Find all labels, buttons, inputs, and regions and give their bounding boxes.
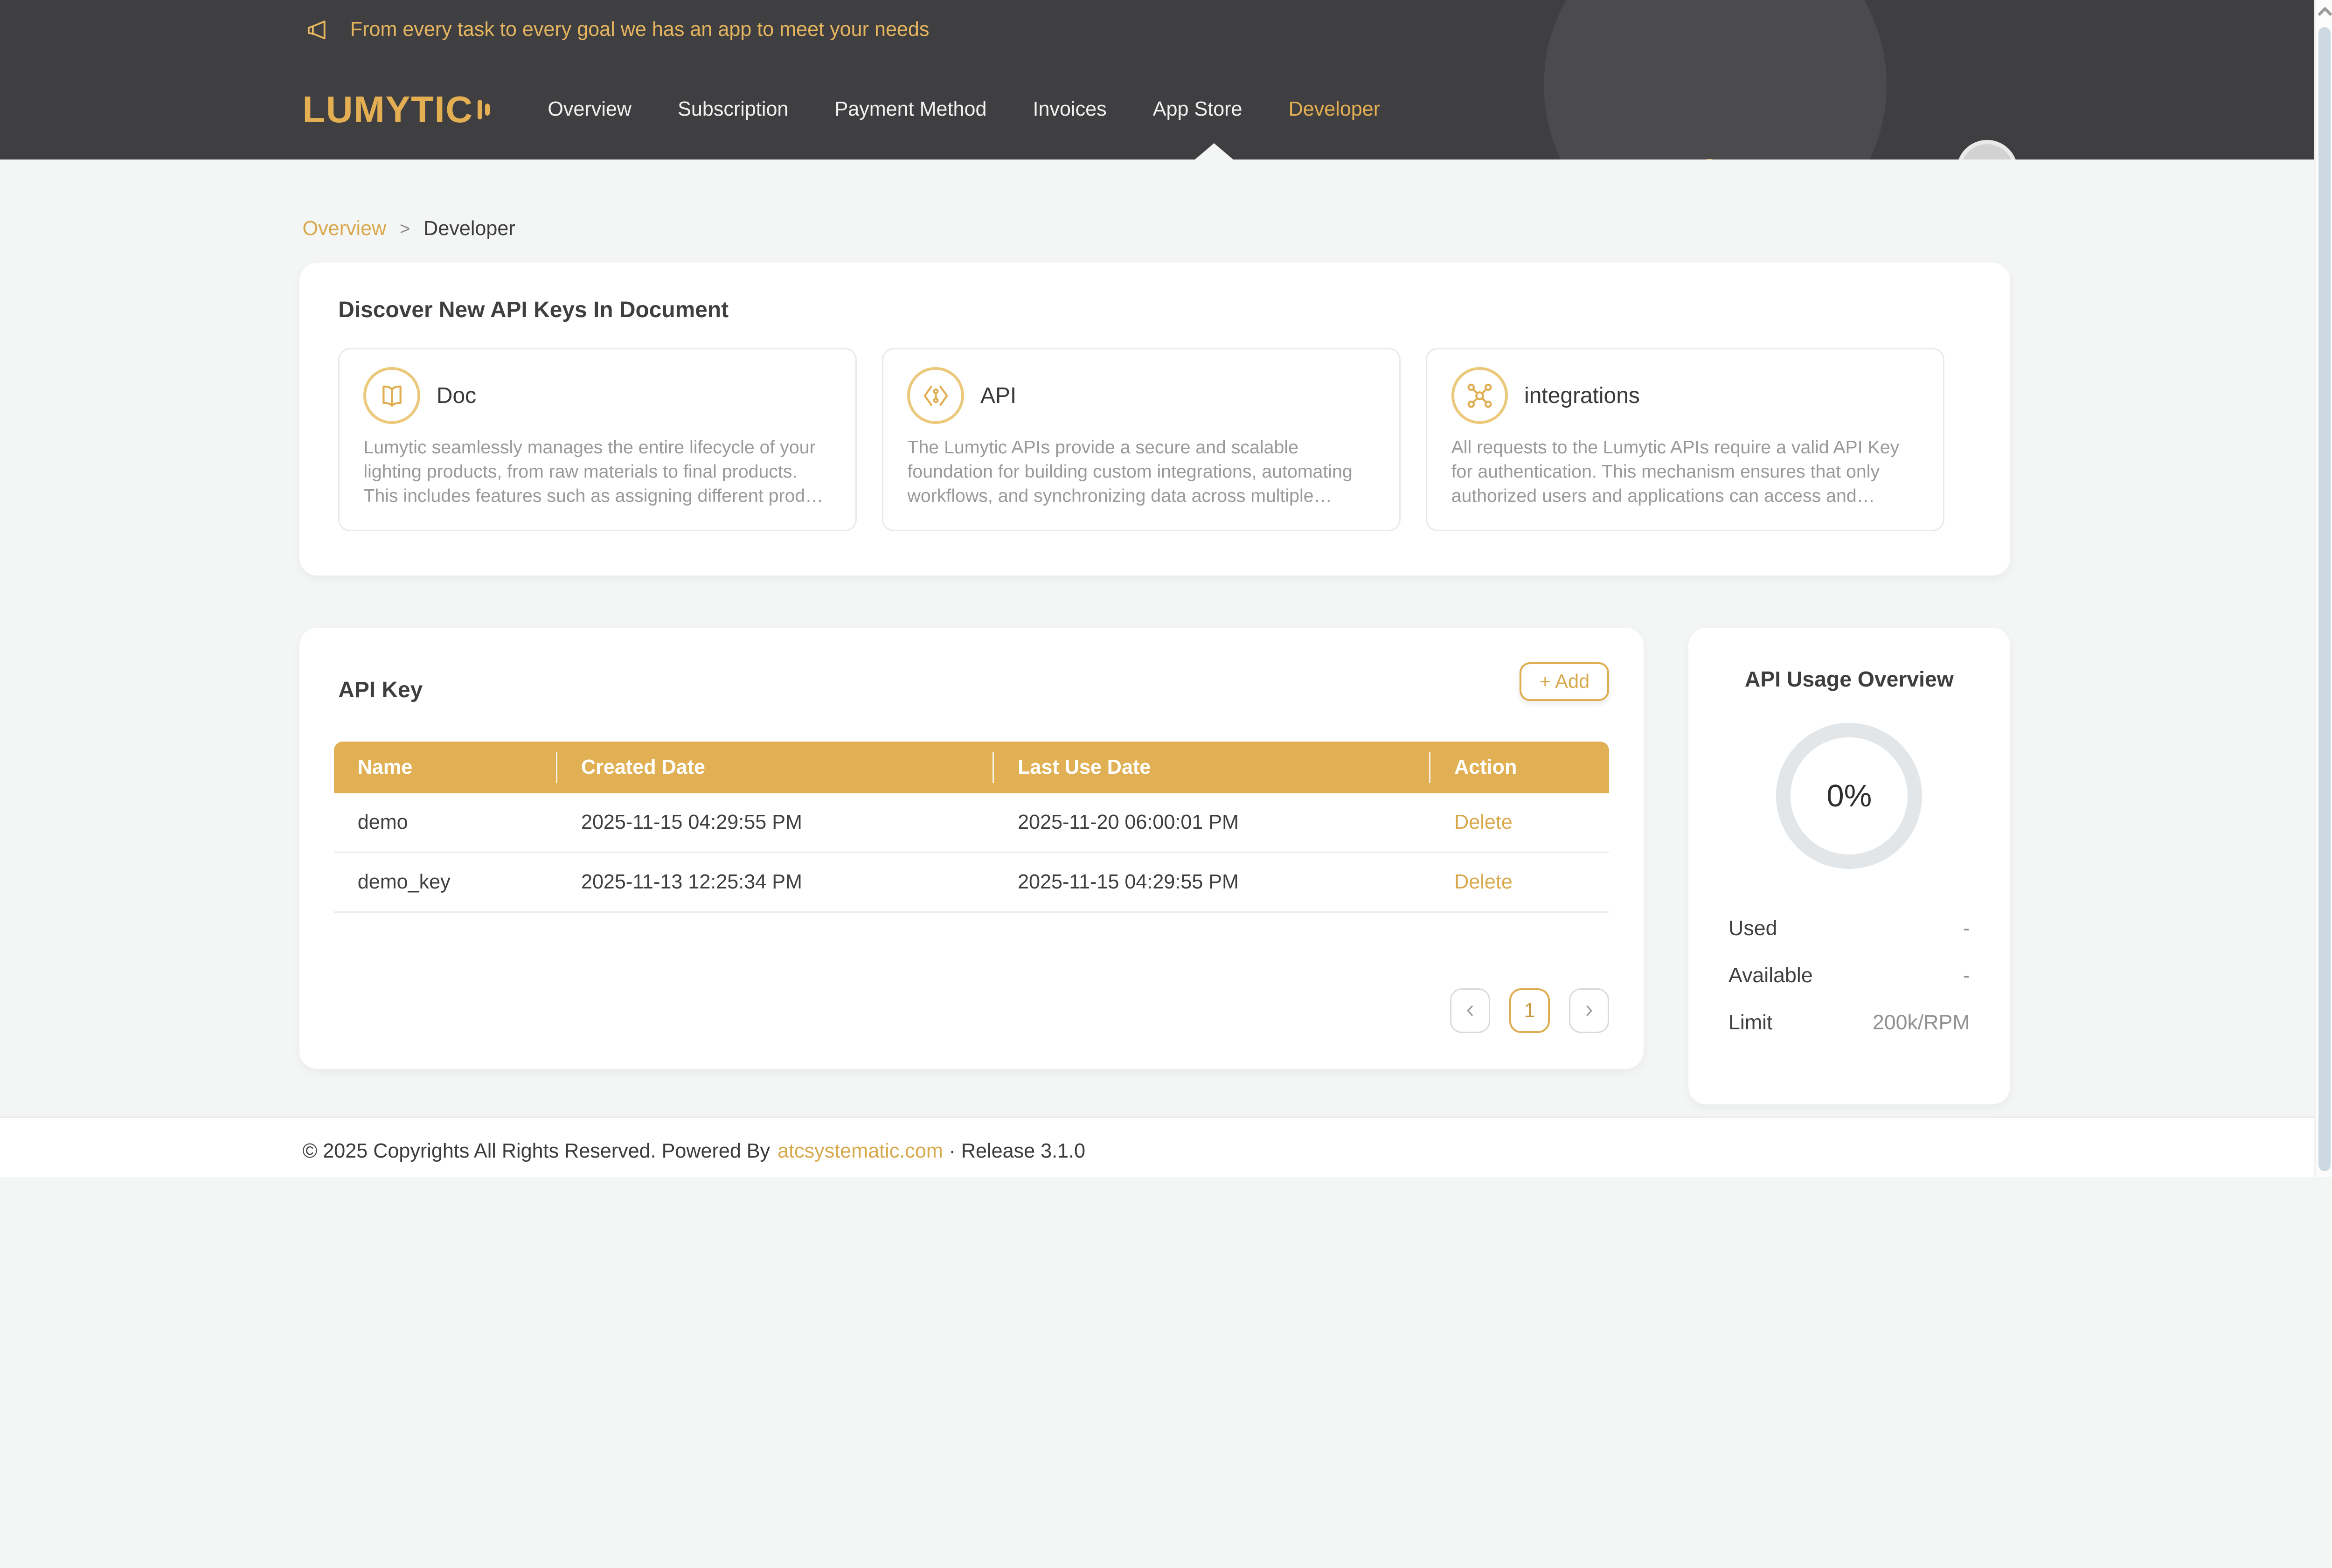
- discover-section: Discover New API Keys In Document Doc Lu…: [299, 263, 2010, 576]
- usage-row-used: Used -: [1728, 916, 1970, 940]
- page-number-button[interactable]: 1: [1509, 988, 1550, 1034]
- usage-donut-gauge: 0%: [1776, 723, 1923, 869]
- header: From every task to every goal we has an …: [0, 0, 2332, 160]
- breadcrumb-overview[interactable]: Overview: [302, 217, 387, 240]
- breadcrumb-current: Developer: [423, 217, 515, 240]
- integrations-card-title: integrations: [1524, 383, 1640, 408]
- column-header-name: Name: [334, 742, 557, 794]
- usage-row-available: Available -: [1728, 964, 1970, 987]
- globe-icon[interactable]: [1694, 156, 1724, 160]
- scrollbar-thumb[interactable]: [2318, 27, 2331, 1172]
- api-card-description: The Lumytic APIs provide a secure and sc…: [907, 437, 1353, 506]
- integrations-card-description: All requests to the Lumytic APIs require…: [1451, 437, 1900, 506]
- cell-last-use-date: 2025-11-20 06:00:01 PM: [1018, 811, 1239, 834]
- api-usage-title: API Usage Overview: [1744, 667, 1954, 692]
- nav-item-payment-method[interactable]: Payment Method: [834, 98, 987, 121]
- announcement-banner: From every task to every goal we has an …: [0, 0, 2332, 60]
- api-usage-section: API Usage Overview 0% Used - Available -…: [1688, 628, 2010, 1105]
- chevron-left-icon[interactable]: [1450, 988, 1490, 1034]
- table-row: demo_key 2025-11-13 12:25:34 PM 2025-11-…: [333, 853, 1610, 913]
- api-card-title: API: [980, 383, 1017, 408]
- breadcrumb: Overview > Developer: [303, 217, 2332, 240]
- chevron-right-icon[interactable]: [1569, 988, 1610, 1034]
- discover-tiles: Doc Lumytic seamlessly manages the entir…: [338, 348, 1971, 532]
- table-header-row: Name Created Date Last Use Date Action: [333, 741, 1610, 794]
- delete-link[interactable]: Delete: [1454, 811, 1513, 834]
- cell-name: demo_key: [357, 871, 451, 894]
- nav-item-app-store[interactable]: App Store: [1152, 98, 1242, 121]
- content-row: API Key + Add Name Created Date Last Use…: [299, 628, 2010, 1105]
- megaphone-icon: [305, 17, 331, 42]
- nav-bar: LUMYTIC Overview Subscription Payment Me…: [0, 60, 2332, 160]
- api-card[interactable]: API The Lumytic APIs provide a secure an…: [882, 348, 1401, 532]
- logo[interactable]: LUMYTIC: [303, 88, 490, 131]
- column-header-last-use: Last Use Date: [994, 742, 1431, 794]
- release-text: · Release 3.1.0: [949, 1140, 1085, 1163]
- doc-card-description: Lumytic seamlessly manages the entire li…: [363, 437, 830, 506]
- logo-text: LUMYTIC: [302, 88, 473, 130]
- column-header-action: Action: [1454, 756, 1517, 778]
- add-api-key-button[interactable]: + Add: [1520, 662, 1610, 701]
- logo-mark-icon: [478, 100, 490, 119]
- integrations-icon: [1451, 367, 1508, 424]
- book-icon: [363, 367, 420, 424]
- cell-created-date: 2025-11-13 12:25:34 PM: [581, 871, 802, 894]
- doc-card[interactable]: Doc Lumytic seamlessly manages the entir…: [338, 348, 857, 532]
- cart-icon[interactable]: [1806, 156, 1836, 159]
- api-icon: [907, 367, 964, 424]
- nav-item-developer[interactable]: Developer: [1288, 98, 1381, 121]
- doc-card-title: Doc: [436, 383, 477, 408]
- announcement-text: From every task to every goal we has an …: [350, 18, 930, 41]
- usage-row-limit: Limit 200k/RPM: [1728, 1011, 1970, 1034]
- user-avatar-icon[interactable]: [1956, 140, 2018, 160]
- footer-link[interactable]: atcsystematic.com: [777, 1140, 943, 1163]
- bell-icon[interactable]: [1751, 156, 1781, 159]
- usage-percent: 0%: [1826, 778, 1872, 814]
- nav-item-subscription[interactable]: Subscription: [678, 98, 789, 121]
- api-key-table: Name Created Date Last Use Date Action d…: [333, 741, 1610, 913]
- scrollbar[interactable]: [2314, 0, 2332, 1177]
- copyright-text: © 2025 Copyrights All Rights Reserved. P…: [302, 1140, 770, 1163]
- cell-last-use-date: 2025-11-15 04:29:55 PM: [1018, 871, 1239, 894]
- nav-item-overview[interactable]: Overview: [548, 98, 632, 121]
- main-nav: Overview Subscription Payment Method Inv…: [548, 98, 1380, 121]
- usage-stats: Used - Available - Limit 200k/RPM: [1728, 917, 1970, 1034]
- scrollbar-up-arrow-icon[interactable]: [2318, 6, 2331, 18]
- column-header-created: Created Date: [557, 742, 994, 794]
- cell-created-date: 2025-11-15 04:29:55 PM: [581, 811, 802, 834]
- header-decor-circle: [1543, 0, 1887, 160]
- discover-title: Discover New API Keys In Document: [338, 297, 729, 322]
- delete-link[interactable]: Delete: [1454, 871, 1513, 894]
- pagination: 1: [1450, 988, 1610, 1034]
- table-row: demo 2025-11-15 04:29:55 PM 2025-11-20 0…: [333, 793, 1610, 853]
- api-key-title: API Key: [338, 677, 423, 702]
- cell-name: demo: [357, 811, 408, 834]
- footer: © 2025 Copyrights All Rights Reserved. P…: [0, 1117, 2332, 1177]
- breadcrumb-separator: >: [400, 218, 410, 239]
- page: From every task to every goal we has an …: [0, 0, 2332, 1177]
- nav-item-invoices[interactable]: Invoices: [1033, 98, 1107, 121]
- integrations-card[interactable]: integrations All requests to the Lumytic…: [1426, 348, 1945, 532]
- api-key-section: API Key + Add Name Created Date Last Use…: [299, 628, 1644, 1069]
- active-tab-pointer: [1195, 143, 1234, 160]
